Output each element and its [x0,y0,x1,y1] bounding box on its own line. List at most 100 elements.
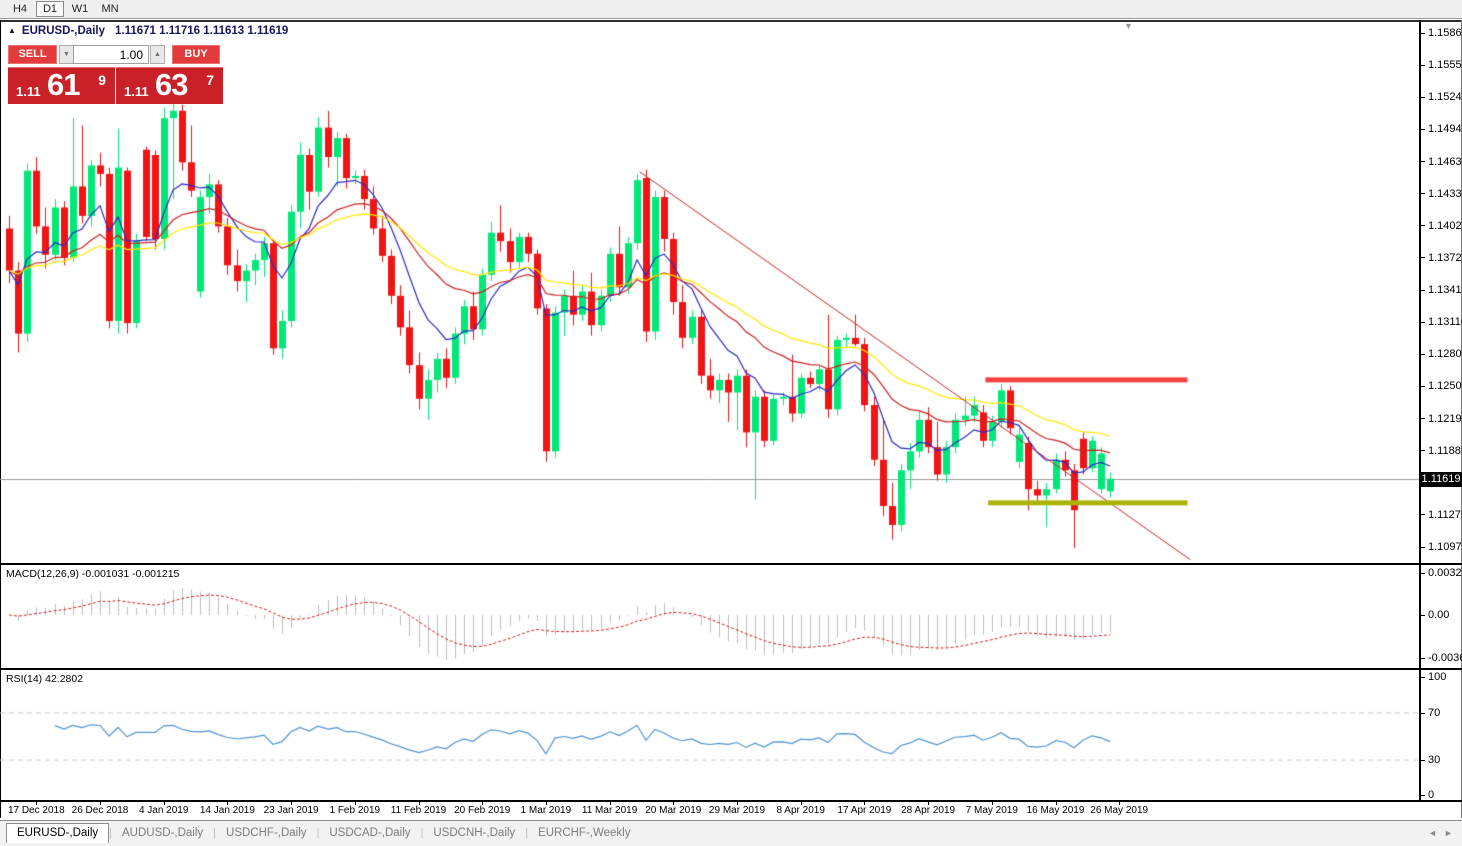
price-tick-mark [1421,193,1425,195]
macd-tick-label: 0.003287 [1428,567,1462,579]
price-tick-label: 1.13415 [1428,284,1462,296]
chart-tab-usdcnh-daily[interactable]: USDCNH-,Daily [433,827,516,839]
volume-input[interactable] [73,45,149,64]
macd-tick-label: 0.00 [1428,609,1450,621]
chart-window-border [0,20,1462,22]
volume-increase-button[interactable]: ▲ [150,45,165,64]
chart-shift-marker-icon[interactable]: ▼ [1124,21,1133,31]
price-tick-label: 1.14330 [1428,187,1462,200]
buy-button[interactable]: BUY [172,45,220,64]
pane-separator[interactable] [0,668,1462,670]
price-tick-label: 1.15860 [1428,27,1462,39]
time-tick-label: 20 Feb 2019 [454,805,511,816]
rsi-label: RSI(14) 42.2802 [6,673,84,685]
chart-tab-usdcad-daily[interactable]: USDCAD-,Daily [329,827,411,839]
time-tick-label: 17 Apr 2019 [837,805,892,816]
tf-button-d1[interactable]: D1 [36,1,64,17]
price-tick-mark [1421,418,1425,419]
sell-price-sup: 9 [98,72,106,88]
price-tick-label: 1.13110 [1428,316,1462,329]
price-tick-mark [1421,450,1425,452]
price-chart-canvas[interactable] [0,22,1419,563]
time-tick-label: 29 Mar 2019 [708,805,766,816]
rsi-tick-label: 0 [1428,789,1435,801]
sell-button[interactable]: SELL [8,45,57,64]
tab-scroll-right-icon[interactable]: ► [1444,828,1453,838]
buy-price-sup: 7 [206,72,214,88]
time-tick-label: 23 Jan 2019 [263,805,319,816]
price-tick-mark [1421,96,1425,98]
macd-indicator-canvas[interactable] [0,565,1419,668]
time-tick-label: 17 Dec 2018 [7,805,65,816]
chart-tab-usdchf-daily[interactable]: USDCHF-,Daily [226,827,307,839]
time-tick-mark [100,802,101,805]
price-tick-label: 1.12805 [1428,348,1462,361]
pane-separator[interactable] [0,563,1462,565]
price-tick-mark [1421,32,1425,34]
time-tick-mark [673,802,675,805]
tab-separator: | [525,827,529,839]
time-tick-label: 11 Mar 2019 [581,805,638,816]
time-tick-label: 20 Mar 2019 [645,805,702,816]
time-tick-label: 4 Jan 2019 [138,805,189,816]
rsi-tick-mark [1421,760,1425,761]
tf-button-h4[interactable]: H4 [6,1,34,17]
tab-separator: | [213,827,217,839]
tab-separator: | [420,827,424,839]
time-tick-label: 8 Apr 2019 [776,805,825,816]
macd-label: MACD(12,26,9) -0.001031 -0.001215 [6,568,180,580]
buy-price-panel[interactable]: 1.11 63 7 [116,67,223,104]
time-tick-mark [864,802,866,805]
price-tick-mark [1421,64,1425,66]
chart-tab-bar: ◄ ► EURUSD-,Daily | AUDUSD-,Daily | USDCHF-,… [0,820,1462,846]
tf-button-w1[interactable]: W1 [66,1,94,17]
price-tick-mark [1421,353,1425,355]
rsi-tick-mark [1421,713,1425,714]
price-tick-mark [1421,257,1425,259]
chart-tab-eurchf-weekly[interactable]: EURCHF-,Weekly [538,827,631,839]
time-tick-mark [163,802,165,805]
price-tick-mark [1421,385,1425,387]
time-tick-mark [1119,802,1121,805]
rsi-tick-mark [1421,795,1425,796]
time-tick-mark [800,802,802,805]
time-tick-label: 7 May 2019 [965,805,1018,816]
chart-tab-eurusd-daily[interactable]: EURUSD-,Daily [6,823,110,843]
sell-price-panel[interactable]: 1.11 61 9 [8,67,115,104]
ohlc-quotes: 1.11671 1.11716 1.11613 1.11619 [115,25,289,37]
time-tick-mark [418,802,420,805]
timeframe-toolbar: H4 D1 W1 MN [0,0,1462,19]
macd-values: -0.001031 -0.001215 [81,568,180,580]
time-tick-mark [609,802,611,805]
price-tick-mark [1421,161,1425,162]
price-tick-label: 1.14635 [1428,155,1462,168]
tf-button-mn[interactable]: MN [96,1,124,17]
volume-decrease-button[interactable]: ▼ [59,45,74,64]
price-tick-mark [1421,514,1425,516]
price-tick-mark [1421,546,1425,548]
macd-tick-label: -0.003659 [1428,652,1462,664]
tab-scroll-left-icon[interactable]: ◄ [1428,828,1437,838]
macd-tick-mark [1421,573,1425,574]
price-tick-label: 1.13720 [1428,251,1462,264]
price-tick-mark [1421,128,1425,130]
chart-tab-audusd-daily[interactable]: AUDUSD-,Daily [122,827,204,839]
time-tick-mark [291,802,293,805]
rsi-indicator-canvas[interactable] [0,670,1419,800]
time-tick-label: 26 May 2019 [1090,805,1149,816]
time-axis-line [0,800,1462,802]
sell-price-big: 61 [47,67,80,102]
time-tick-label: 16 May 2019 [1026,805,1085,816]
price-tick-label: 1.11885 [1428,444,1462,457]
buy-price-big: 63 [155,67,188,102]
tab-separator: | [316,827,320,839]
time-tick-label: 11 Feb 2019 [390,805,447,816]
time-tick-mark [737,802,738,805]
macd-tick-mark [1421,658,1425,659]
tab-separator: | [109,827,113,839]
one-click-panel-toggle-icon[interactable]: ▲ [8,26,16,35]
price-tick-mark [1421,321,1425,323]
rsi-value: 42.2802 [45,673,84,685]
chart-title: ▲ EURUSD-,Daily 1.11671 1.11716 1.11613 1.… [8,25,288,39]
